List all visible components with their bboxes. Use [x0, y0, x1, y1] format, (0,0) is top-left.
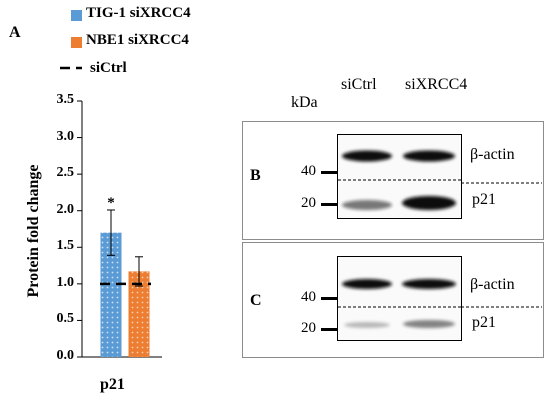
panel-c-marker-40: 40: [301, 289, 316, 305]
panel-c-actin-band-lane1: [342, 279, 392, 289]
panel-b-marker-20-tick: [321, 203, 337, 206]
legend-label-tig1: TIG-1 siXRCC4: [86, 5, 191, 21]
panel-a-letter: A: [9, 24, 21, 41]
panel-c-marker-20-tick: [321, 328, 337, 331]
lane-label-siXRCC4: siXRCC4: [405, 76, 468, 93]
significance-marker: *: [107, 195, 115, 211]
legend-label-nbe1: NBE1 siXRCC4: [86, 32, 189, 48]
panel-c-blot-image: [337, 256, 462, 341]
legend-swatch-nbe1: [71, 37, 82, 48]
y-tick-label: 2.5: [56, 165, 75, 181]
panel-c-marker-20: 20: [301, 320, 316, 336]
panel-c-band-label-p21: p21: [472, 314, 496, 331]
panel-b-actin-band-lane2: [403, 150, 455, 162]
panel-c-p21-band-lane1: [344, 322, 390, 328]
y-tick-label: 0.5: [56, 311, 75, 327]
y-tick-label: 1.0: [56, 274, 75, 290]
y-tick-label: 3.5: [56, 92, 75, 107]
y-tick-label: 2.0: [56, 201, 75, 217]
panel-b-band-label-actin: β-actin: [470, 146, 515, 163]
panel-c-p21-band-lane2: [403, 320, 455, 328]
x-category-label: p21: [100, 376, 125, 393]
panel-b-p21-band-lane1: [342, 200, 392, 210]
panel-b-p21-band-lane2: [402, 196, 456, 210]
panel-b-letter: B: [250, 167, 261, 184]
y-tick-label: 0.0: [56, 348, 75, 363]
panel-c-marker-40-tick: [321, 297, 337, 300]
lane-label-siCtrl: siCtrl: [341, 76, 377, 93]
panel-b-marker-40: 40: [301, 163, 316, 179]
kda-label: kDa: [291, 94, 318, 111]
legend-label-siCtrl: siCtrl: [90, 60, 127, 76]
bar-tig1: [100, 232, 122, 357]
y-tick-label: 3.0: [56, 128, 75, 144]
panel-b-marker-40-tick: [321, 171, 337, 174]
bar-nbe1: [128, 271, 150, 357]
panel-b-band-label-p21: p21: [472, 191, 496, 208]
panel-c-actin-band-lane2: [402, 279, 456, 289]
panel-b-blot-image: [337, 134, 462, 219]
panel-b-marker-20: 20: [301, 195, 316, 211]
panel-c-band-label-actin: β-actin: [470, 276, 515, 293]
y-tick-label: 1.5: [56, 238, 75, 254]
legend-dash-siCtrl: [60, 66, 82, 70]
panel-b-actin-band-lane1: [342, 150, 392, 162]
legend-swatch-tig1: [71, 10, 82, 21]
panel-c-letter: C: [250, 292, 262, 309]
